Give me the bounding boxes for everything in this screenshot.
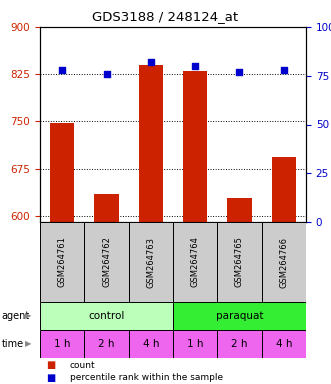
Point [193,63,198,69]
Text: 2 h: 2 h [98,339,115,349]
Bar [217,330,262,358]
Text: paraquat: paraquat [216,311,263,321]
Text: ■: ■ [47,372,56,382]
Bar [262,222,306,302]
Text: GSM264766: GSM264766 [279,237,288,288]
Text: GDS3188 / 248124_at: GDS3188 / 248124_at [92,10,239,23]
Text: agent: agent [2,311,30,321]
Text: GSM264763: GSM264763 [146,237,155,288]
Bar [173,302,306,330]
Point [237,69,242,75]
Bar [173,330,217,358]
Text: GSM264761: GSM264761 [58,237,67,288]
Bar [217,222,262,302]
Bar [262,330,306,358]
Bar [272,157,296,222]
Bar [183,71,207,222]
Point [281,67,287,73]
Text: control: control [88,311,125,321]
Bar [40,330,84,358]
Text: GSM264764: GSM264764 [191,237,200,288]
Text: 2 h: 2 h [231,339,248,349]
Text: 4 h: 4 h [143,339,159,349]
Bar [84,222,129,302]
Bar [173,222,217,302]
Text: 1 h: 1 h [54,339,71,349]
Text: ▶: ▶ [25,311,32,321]
Text: ■: ■ [47,360,56,370]
Text: percentile rank within the sample: percentile rank within the sample [70,373,223,382]
Bar [50,122,74,222]
Bar [40,222,84,302]
Bar [84,330,129,358]
Text: ▶: ▶ [25,339,32,349]
Text: GSM264762: GSM264762 [102,237,111,288]
Text: GSM264765: GSM264765 [235,237,244,288]
Bar [129,330,173,358]
Bar [40,302,173,330]
Point [104,71,109,77]
Text: time: time [2,339,24,349]
Text: 4 h: 4 h [276,339,292,349]
Point [148,59,154,65]
Bar [129,222,173,302]
Bar [94,194,119,222]
Point [60,67,65,73]
Bar [139,65,163,222]
Text: 1 h: 1 h [187,339,204,349]
Text: count: count [70,361,95,370]
Bar [227,198,252,222]
